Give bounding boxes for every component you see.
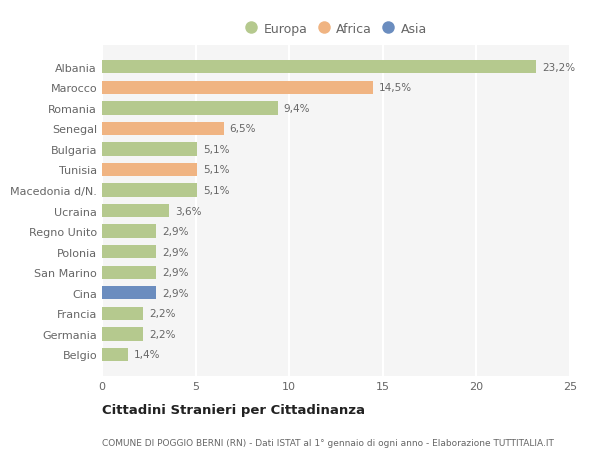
Bar (102, 328, 143, 341)
Text: 14,5%: 14,5% (379, 83, 412, 93)
Bar (102, 307, 143, 320)
Text: 23,2%: 23,2% (542, 62, 575, 73)
Text: 5,1%: 5,1% (203, 185, 230, 196)
Text: 2,2%: 2,2% (149, 329, 175, 339)
Bar (102, 163, 197, 177)
Text: 2,9%: 2,9% (162, 227, 188, 237)
Text: 1,4%: 1,4% (134, 350, 160, 360)
Bar (102, 184, 197, 197)
Bar (102, 61, 536, 74)
Text: 5,1%: 5,1% (203, 145, 230, 155)
Bar (102, 266, 156, 280)
Text: 9,4%: 9,4% (284, 104, 310, 113)
Text: 2,2%: 2,2% (149, 309, 175, 319)
Bar (102, 246, 156, 259)
Text: 2,9%: 2,9% (162, 268, 188, 278)
Text: Cittadini Stranieri per Cittadinanza: Cittadini Stranieri per Cittadinanza (102, 403, 365, 416)
Bar (102, 225, 156, 238)
Text: 2,9%: 2,9% (162, 247, 188, 257)
Text: 6,5%: 6,5% (229, 124, 256, 134)
Text: 5,1%: 5,1% (203, 165, 230, 175)
Bar (102, 348, 128, 361)
Bar (102, 102, 278, 115)
Bar (102, 123, 224, 136)
Text: COMUNE DI POGGIO BERNI (RN) - Dati ISTAT al 1° gennaio di ogni anno - Elaborazio: COMUNE DI POGGIO BERNI (RN) - Dati ISTAT… (102, 438, 554, 447)
Bar (102, 204, 169, 218)
Bar (102, 143, 197, 156)
Bar (102, 286, 156, 300)
Bar (102, 81, 373, 95)
Text: 3,6%: 3,6% (175, 206, 202, 216)
Text: 2,9%: 2,9% (162, 288, 188, 298)
Legend: Europa, Africa, Asia: Europa, Africa, Asia (241, 19, 431, 39)
